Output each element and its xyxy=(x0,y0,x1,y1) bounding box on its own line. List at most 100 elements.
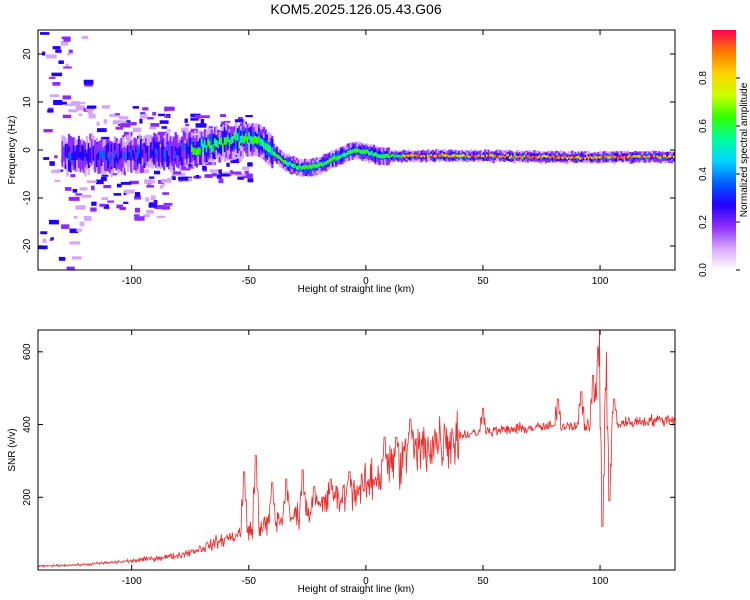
noise-cell xyxy=(133,127,139,131)
ridge-cell xyxy=(538,155,541,158)
ridge-cell xyxy=(443,154,446,157)
ridge-cell xyxy=(295,165,299,170)
noise-cell xyxy=(79,187,88,191)
ridge-cell xyxy=(105,150,108,159)
noise-cell xyxy=(210,169,221,173)
ridge-cell xyxy=(576,155,579,159)
noise-cell xyxy=(86,180,97,183)
ridge-cell xyxy=(172,146,176,155)
ridge-cell xyxy=(107,151,110,159)
noise-cell xyxy=(115,126,124,130)
noise-cell xyxy=(43,157,50,160)
ridge-cell xyxy=(156,149,159,158)
ridge-cell xyxy=(279,156,282,161)
ridge-cell xyxy=(138,145,141,154)
ridge-cell xyxy=(523,154,526,158)
ridge-cell xyxy=(66,149,69,157)
noise-cell xyxy=(150,195,156,201)
ridge-cell xyxy=(186,144,189,160)
noise-cell xyxy=(185,123,190,127)
ridge-cell xyxy=(543,154,546,158)
ridge-cell xyxy=(200,139,203,155)
ridge-cell xyxy=(508,156,512,160)
ridge-cell xyxy=(372,152,376,157)
ridge-cell xyxy=(259,138,262,146)
ridge-cell xyxy=(146,146,149,162)
noise-cell xyxy=(49,94,60,98)
ridge-cell xyxy=(508,152,512,158)
x-tick-label: -50 xyxy=(242,276,257,287)
noise-cell xyxy=(51,72,63,77)
ridge-cell xyxy=(620,155,623,159)
ridge-cell xyxy=(264,142,267,151)
ridge-cell xyxy=(525,154,528,158)
noise-cell xyxy=(216,174,222,179)
ridge-cell xyxy=(495,154,499,158)
noise-cell xyxy=(180,166,191,171)
noise-cell xyxy=(181,127,189,133)
noise-cell xyxy=(119,116,129,120)
noise-cell xyxy=(166,129,171,132)
noise-cell xyxy=(134,216,145,221)
ridge-cell xyxy=(64,149,67,165)
noise-cell xyxy=(84,215,92,221)
ridge-cell xyxy=(551,155,554,161)
ridge-cell xyxy=(81,150,84,158)
noise-cell xyxy=(139,113,148,119)
ridge-cell xyxy=(377,154,381,159)
ridge-cell xyxy=(331,156,335,161)
ridge-cell xyxy=(469,155,472,159)
noise-cell xyxy=(134,192,141,197)
noise-cell xyxy=(160,184,166,187)
ridge-cell xyxy=(453,153,456,157)
ridge-cell xyxy=(243,136,246,144)
noise-cell xyxy=(75,105,86,111)
ridge-cell xyxy=(626,155,630,159)
ridge-cell xyxy=(136,151,140,159)
noise-cell xyxy=(120,181,132,185)
ridge-cell xyxy=(461,154,464,158)
ridge-cell xyxy=(422,154,425,158)
ridge-cell xyxy=(299,164,302,169)
ridge-cell xyxy=(186,143,189,151)
ridge-cell xyxy=(563,155,566,159)
ridge-cell xyxy=(584,157,587,160)
noise-cell xyxy=(202,165,207,171)
ridge-cell xyxy=(561,156,564,160)
ridge-cell xyxy=(602,156,605,159)
ridge-cell xyxy=(308,164,312,169)
ridge-cell xyxy=(479,155,482,158)
ridge-cell xyxy=(94,145,97,154)
noise-cell xyxy=(58,256,66,261)
ridge-cell xyxy=(515,155,518,159)
ridge-cell xyxy=(212,134,215,150)
noise-cell xyxy=(112,120,121,125)
ridge-cell xyxy=(133,153,136,161)
ridge-cell xyxy=(338,155,341,160)
ridge-cell xyxy=(648,155,651,158)
ridge-cell xyxy=(366,149,369,154)
ridge-cell xyxy=(194,147,197,156)
ridge-cell xyxy=(467,155,471,159)
ridge-cell xyxy=(440,154,443,157)
ridge-cell xyxy=(379,154,382,159)
x-tick-label: -50 xyxy=(242,576,257,587)
ridge-cell xyxy=(169,149,172,157)
noise-cell xyxy=(200,115,210,119)
ridge-cell xyxy=(166,146,169,162)
ridge-cell xyxy=(390,154,394,157)
ridge-cell xyxy=(158,147,161,155)
noise-cell xyxy=(70,101,81,106)
noise-cell xyxy=(172,171,182,175)
ridge-cell xyxy=(622,156,625,160)
ridge-cell xyxy=(149,150,153,159)
ridge-cell xyxy=(223,137,226,145)
ridge-cell xyxy=(577,155,581,159)
ridge-cell xyxy=(125,152,128,161)
ridge-cell xyxy=(653,154,656,158)
ridge-cell xyxy=(235,134,238,150)
ridge-cell xyxy=(441,153,444,156)
ridge-cell xyxy=(517,156,520,159)
ridge-cell xyxy=(489,153,492,157)
snr-panel: -100 -50 0 50 100 200 400 600 Height of straig… xyxy=(7,329,676,595)
